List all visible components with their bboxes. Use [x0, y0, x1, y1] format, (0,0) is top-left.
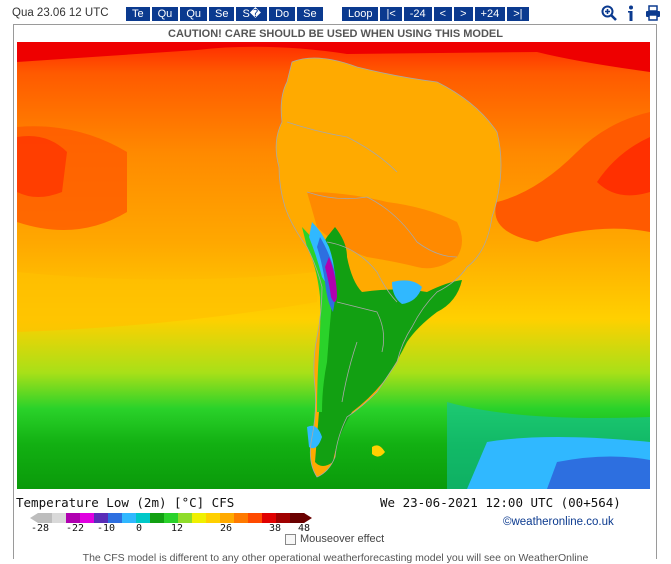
scale-tick-2: -22 — [65, 523, 85, 534]
scale-swatch — [290, 513, 305, 523]
scale-tick-3: -10 — [96, 523, 116, 534]
mouseover-toggle[interactable]: Mouseover effect — [285, 533, 384, 545]
day-button-sat[interactable]: S� — [236, 7, 268, 21]
color-scale — [30, 513, 312, 523]
first-button[interactable]: |< — [380, 7, 402, 21]
print-icon[interactable] — [645, 4, 661, 22]
scale-swatch — [234, 513, 249, 523]
scale-swatch — [38, 513, 53, 523]
map-caption-right: We 23-06-2021 12:00 UTC (00+564) — [380, 495, 621, 510]
minus24-button[interactable]: -24 — [403, 7, 432, 21]
southern-ocean-very-cold-patch — [547, 456, 650, 489]
scale-arrow-low — [30, 513, 38, 523]
scale-swatch — [164, 513, 179, 523]
day-button-tue[interactable]: Te — [126, 7, 150, 21]
scale-tick-8: 48 — [297, 523, 311, 534]
day-button-fri[interactable]: Se — [209, 7, 235, 21]
pacific-yellow-band — [17, 272, 317, 332]
day-button-thu[interactable]: Qu — [180, 7, 207, 21]
scale-swatch — [122, 513, 137, 523]
amazon-warm-zone — [307, 192, 462, 269]
scale-swatch — [136, 513, 151, 523]
scale-swatch — [262, 513, 277, 523]
zoom-icon[interactable] — [601, 4, 617, 22]
scale-swatch — [94, 513, 109, 523]
scale-tick-6: 26 — [219, 523, 233, 534]
east-atlantic-warm-patch — [495, 112, 650, 242]
east-atlantic-hot-patch — [597, 137, 650, 196]
scale-swatch — [80, 513, 95, 523]
last-button[interactable]: >| — [507, 7, 529, 21]
scale-swatch — [248, 513, 263, 523]
temperature-map[interactable] — [17, 42, 650, 489]
west-pacific-hot-patch — [17, 136, 67, 197]
day-button-mon[interactable]: Se — [297, 7, 323, 21]
scale-swatch — [52, 513, 67, 523]
day-button-wed[interactable]: Qu — [151, 7, 179, 21]
scale-swatch — [192, 513, 207, 523]
scale-swatch — [276, 513, 291, 523]
country-borders — [275, 57, 502, 478]
navigation-buttons: Loop |< -24 < > +24 >| — [342, 7, 531, 21]
top-toolbar: Qua 23.06 12 UTC Te Qu Qu Se S� Do Se Lo… — [0, 4, 671, 22]
falklands-patch — [372, 445, 385, 457]
scale-swatch — [150, 513, 165, 523]
scale-swatch — [206, 513, 221, 523]
loop-button[interactable]: Loop — [342, 7, 379, 21]
day-button-sun[interactable]: Do — [269, 7, 296, 21]
scale-arrow-high — [304, 513, 312, 523]
mouseover-checkbox[interactable] — [285, 533, 296, 545]
next-button[interactable]: > — [454, 7, 473, 21]
andes-extreme-cold-purple — [325, 257, 337, 302]
scale-tick-1: -28 — [30, 523, 50, 534]
cold-pocket-east — [392, 280, 422, 304]
color-scale-ticks: -28 -22 -10 0 12 26 38 48 — [24, 523, 324, 535]
date-label: Qua 23.06 12 UTC — [12, 7, 109, 19]
scale-tick-5: 12 — [170, 523, 184, 534]
north-hot-band — [17, 42, 650, 72]
scale-swatch — [178, 513, 193, 523]
scale-tick-7: 38 — [268, 523, 282, 534]
map-caption-left: Temperature Low (2m) [°C] CFS — [16, 495, 235, 510]
scale-swatch — [66, 513, 81, 523]
info-icon[interactable] — [623, 4, 639, 22]
plus24-button[interactable]: +24 — [474, 7, 506, 21]
prev-button[interactable]: < — [433, 7, 453, 21]
cold-south-land — [315, 227, 462, 466]
copyright-link[interactable]: ©weatheronline.co.uk — [503, 516, 614, 528]
scale-swatch — [108, 513, 123, 523]
tool-icons — [601, 4, 661, 22]
mouseover-label: Mouseover effect — [300, 533, 385, 545]
scale-tick-4: 0 — [135, 523, 143, 534]
footnote: The CFS model is different to any other … — [82, 552, 589, 564]
scale-swatch — [220, 513, 235, 523]
caution-banner: CAUTION! CARE SHOULD BE USED WHEN USING … — [168, 28, 503, 40]
map-frame — [13, 24, 657, 559]
day-buttons: Te Qu Qu Se S� Do Se — [126, 7, 325, 21]
